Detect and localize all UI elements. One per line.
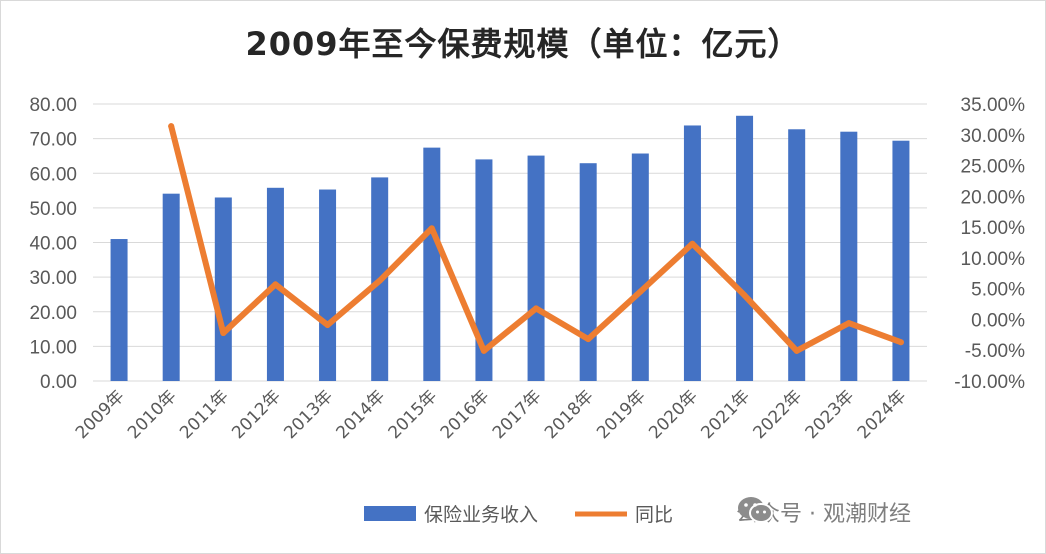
bar-series bbox=[110, 115, 910, 382]
x-tick-label: 2024年 bbox=[854, 386, 911, 443]
bar bbox=[788, 129, 806, 381]
bar bbox=[475, 159, 493, 381]
y-right-tick-label: 25.00% bbox=[961, 157, 1026, 178]
x-tick-label: 2018年 bbox=[541, 386, 598, 443]
chart-title: 2009年至今保费规模（单位：亿元） bbox=[245, 25, 801, 63]
y-left-tick-label: 0.00 bbox=[40, 372, 77, 393]
y-left-tick-label: 80.00 bbox=[29, 95, 77, 116]
x-tick-label: 2016年 bbox=[437, 386, 494, 443]
y-axis-left: 0.00 10.00 20.00 30.00 40.00 50.00 60.00 70.00 8… bbox=[29, 95, 77, 393]
x-tick-label: 2012年 bbox=[228, 386, 285, 443]
legend: 保险业务收入 同比 bbox=[364, 504, 673, 526]
y-right-tick-label: 10.00% bbox=[961, 249, 1026, 270]
y-right-tick-label: -5.00% bbox=[965, 341, 1025, 362]
line-point bbox=[897, 339, 904, 346]
bar bbox=[162, 193, 180, 381]
bar bbox=[683, 125, 701, 381]
y-left-tick-label: 70.00 bbox=[29, 130, 77, 151]
x-tick-label: 2013年 bbox=[280, 386, 337, 443]
bar bbox=[840, 131, 858, 381]
y-right-tick-label: 5.00% bbox=[971, 280, 1025, 301]
y-right-tick-label: 35.00% bbox=[961, 95, 1026, 116]
y-right-tick-label: 20.00% bbox=[961, 187, 1026, 208]
y-left-tick-label: 20.00 bbox=[29, 303, 77, 324]
bar bbox=[319, 189, 337, 381]
line-point bbox=[585, 336, 592, 343]
gridlines bbox=[93, 103, 927, 382]
line-point bbox=[324, 321, 331, 328]
y-left-tick-label: 30.00 bbox=[29, 268, 77, 289]
line-point bbox=[689, 240, 696, 247]
bar bbox=[631, 153, 649, 381]
watermark: 公众号 · 观潮财经 bbox=[736, 495, 911, 529]
x-tick-label: 2014年 bbox=[332, 386, 389, 443]
bar bbox=[527, 155, 545, 381]
x-tick-label: 2023年 bbox=[802, 386, 859, 443]
bar bbox=[423, 147, 441, 381]
bar bbox=[214, 197, 232, 381]
x-tick-label: 2011年 bbox=[176, 386, 233, 443]
line-point bbox=[637, 288, 644, 295]
line-series bbox=[168, 123, 904, 354]
y-left-tick-label: 60.00 bbox=[29, 164, 77, 185]
line-point bbox=[168, 123, 175, 130]
legend-line-label: 同比 bbox=[635, 504, 673, 526]
bar bbox=[736, 115, 754, 382]
x-tick-label: 2020年 bbox=[645, 386, 702, 443]
line-point bbox=[428, 225, 435, 232]
line-point bbox=[376, 277, 383, 284]
bar bbox=[579, 163, 597, 381]
bar bbox=[892, 140, 910, 381]
y-right-tick-label: 15.00% bbox=[961, 218, 1026, 239]
x-tick-label: 2015年 bbox=[385, 386, 442, 443]
x-tick-label: 2017年 bbox=[489, 386, 546, 443]
line-point bbox=[220, 329, 227, 336]
wechat-icon bbox=[738, 497, 773, 523]
x-tick-label: 2021年 bbox=[697, 386, 754, 443]
line-point bbox=[741, 292, 748, 299]
line-point bbox=[533, 305, 540, 312]
line-point bbox=[272, 281, 279, 288]
bar bbox=[110, 239, 128, 381]
line-point bbox=[793, 347, 800, 354]
legend-bar-label: 保险业务收入 bbox=[424, 504, 538, 526]
y-left-tick-label: 40.00 bbox=[29, 234, 77, 255]
line-point bbox=[845, 320, 852, 327]
x-axis: 2009年2010年2011年2012年2013年2014年2015年2016年… bbox=[72, 386, 911, 443]
legend-bar-swatch bbox=[364, 506, 416, 521]
y-right-tick-label: 30.00% bbox=[961, 126, 1026, 147]
x-tick-label: 2019年 bbox=[593, 386, 650, 443]
y-right-tick-label: 0.00% bbox=[971, 310, 1025, 331]
x-tick-label: 2010年 bbox=[124, 386, 181, 443]
y-axis-right: -10.00% -5.00% 0.00% 5.00% 10.00% 15.00% 20.00… bbox=[954, 95, 1025, 393]
x-tick-label: 2009年 bbox=[72, 386, 129, 443]
y-left-tick-label: 10.00 bbox=[29, 337, 77, 358]
line-point bbox=[480, 347, 487, 354]
y-right-tick-label: -10.00% bbox=[954, 372, 1025, 393]
x-tick-label: 2022年 bbox=[749, 386, 806, 443]
y-left-tick-label: 50.00 bbox=[29, 199, 77, 220]
